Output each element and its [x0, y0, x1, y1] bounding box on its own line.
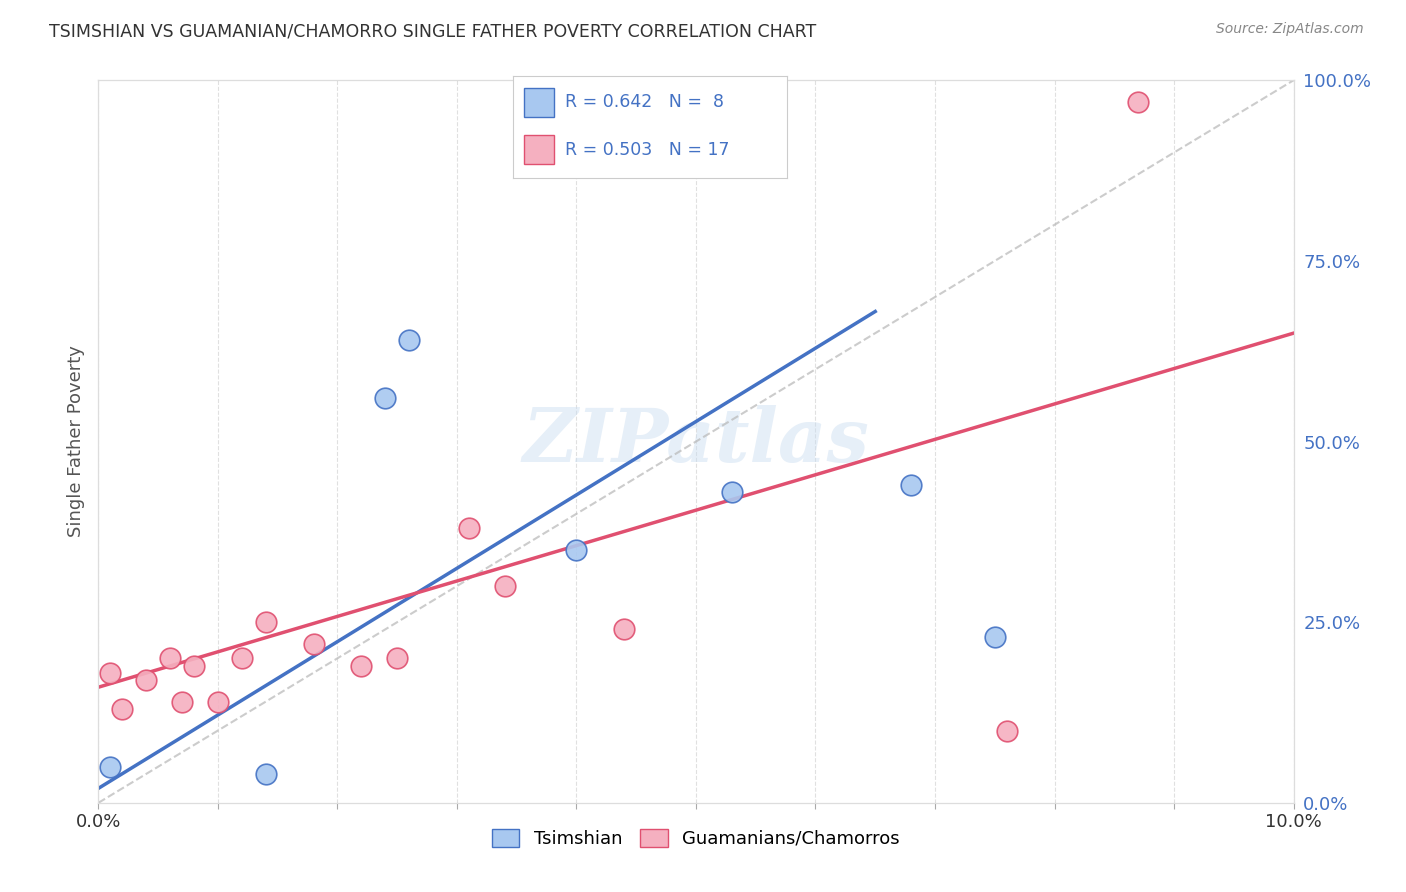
Point — [995, 723, 1018, 738]
Point — [374, 391, 396, 405]
Point — [458, 521, 481, 535]
Y-axis label: Single Father Poverty: Single Father Poverty — [66, 345, 84, 538]
Point — [135, 673, 157, 687]
Text: R = 0.642   N =  8: R = 0.642 N = 8 — [565, 94, 724, 112]
Point — [231, 651, 253, 665]
Point — [207, 695, 229, 709]
Text: TSIMSHIAN VS GUAMANIAN/CHAMORRO SINGLE FATHER POVERTY CORRELATION CHART: TSIMSHIAN VS GUAMANIAN/CHAMORRO SINGLE F… — [49, 22, 817, 40]
Bar — [524, 136, 554, 164]
Bar — [524, 88, 554, 117]
Point — [385, 651, 409, 665]
Point — [183, 658, 205, 673]
Text: R = 0.503   N = 17: R = 0.503 N = 17 — [565, 141, 730, 159]
Legend: Tsimshian, Guamanians/Chamorros: Tsimshian, Guamanians/Chamorros — [485, 822, 907, 855]
Text: Source: ZipAtlas.com: Source: ZipAtlas.com — [1216, 22, 1364, 37]
Point — [302, 637, 325, 651]
Point — [613, 623, 636, 637]
Point — [494, 579, 516, 593]
Point — [172, 695, 194, 709]
Text: ZIPatlas: ZIPatlas — [523, 405, 869, 478]
Point — [254, 615, 277, 630]
Point — [984, 630, 1007, 644]
Point — [350, 658, 373, 673]
Point — [1128, 95, 1150, 109]
Point — [98, 665, 122, 680]
Point — [98, 760, 122, 774]
Point — [900, 478, 922, 492]
Point — [565, 542, 588, 557]
Point — [398, 334, 420, 348]
Point — [721, 485, 744, 500]
Point — [159, 651, 181, 665]
Point — [111, 702, 134, 716]
Point — [254, 767, 277, 781]
